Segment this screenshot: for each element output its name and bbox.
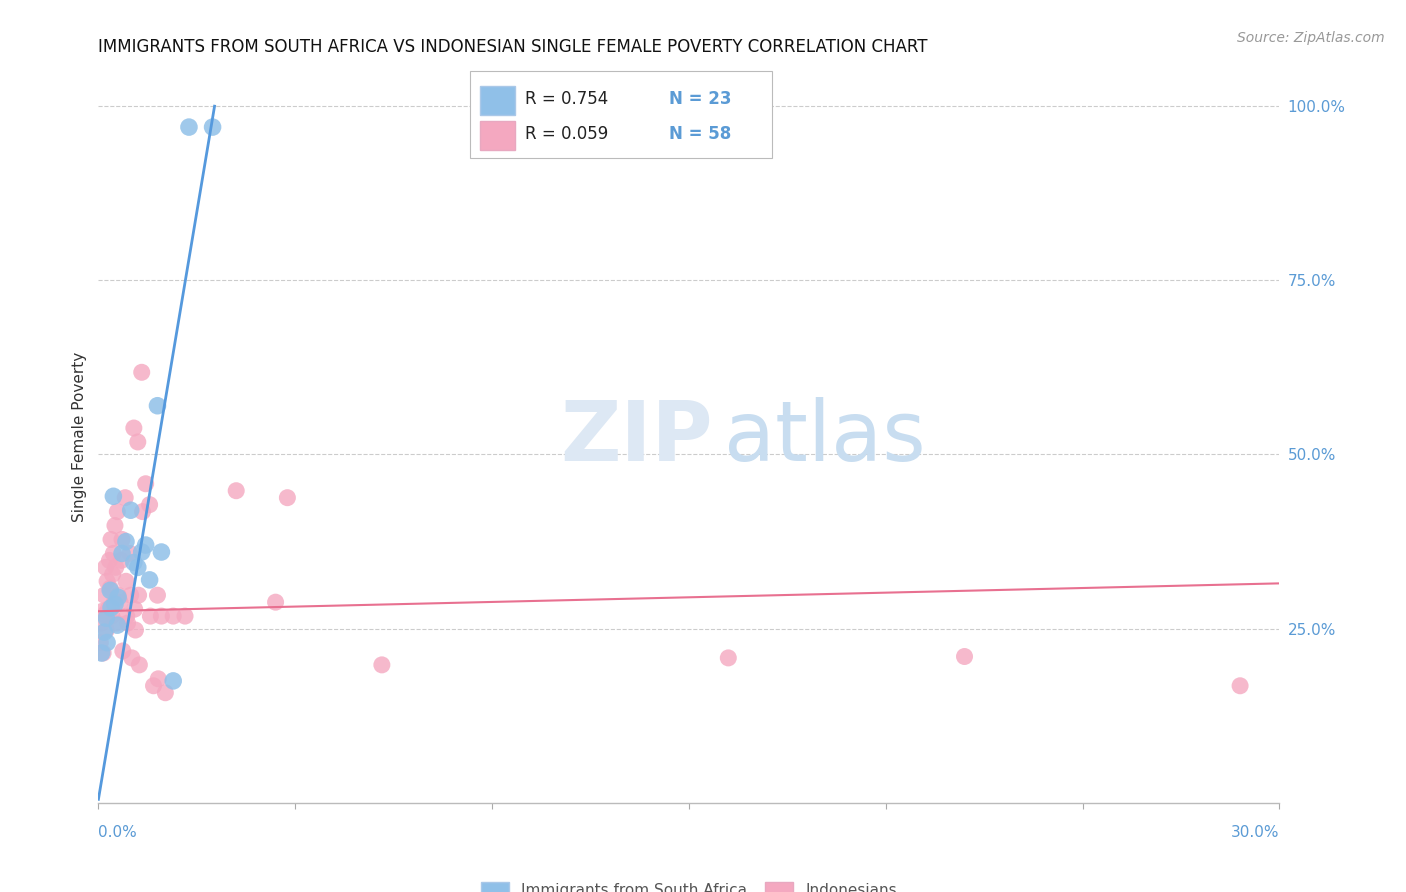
Point — [953, 649, 976, 664]
Point — [115, 574, 138, 589]
Point — [110, 553, 132, 567]
Legend: Immigrants from South Africa, Indonesians: Immigrants from South Africa, Indonesian… — [481, 881, 897, 892]
Y-axis label: Single Female Poverty: Single Female Poverty — [72, 352, 87, 522]
Point — [89, 635, 111, 649]
Text: IMMIGRANTS FROM SOUTH AFRICA VS INDONESIAN SINGLE FEMALE POVERTY CORRELATION CHA: IMMIGRANTS FROM SOUTH AFRICA VS INDONESI… — [98, 38, 928, 56]
Point — [124, 602, 146, 616]
Point — [150, 545, 173, 559]
Point — [174, 609, 197, 624]
Point — [91, 646, 114, 660]
Text: R = 0.754: R = 0.754 — [524, 90, 607, 108]
Point — [127, 560, 149, 574]
Text: N = 58: N = 58 — [669, 125, 731, 143]
Point — [135, 538, 157, 552]
Point — [1229, 679, 1251, 693]
Point — [114, 491, 136, 505]
Point — [121, 651, 143, 665]
Point — [717, 651, 740, 665]
Point — [93, 607, 115, 622]
Point — [108, 595, 131, 609]
Point — [138, 498, 160, 512]
Point — [115, 609, 138, 624]
Point — [142, 679, 165, 693]
Text: R = 0.059: R = 0.059 — [524, 125, 607, 143]
Point — [107, 588, 129, 602]
FancyBboxPatch shape — [471, 71, 772, 158]
Point — [96, 635, 118, 649]
Point — [105, 618, 128, 632]
Text: 0.0%: 0.0% — [98, 825, 138, 840]
Point — [276, 491, 298, 505]
Point — [124, 623, 146, 637]
Point — [138, 573, 160, 587]
Point — [101, 567, 124, 582]
Text: Source: ZipAtlas.com: Source: ZipAtlas.com — [1237, 31, 1385, 45]
FancyBboxPatch shape — [479, 121, 516, 151]
Point — [93, 588, 115, 602]
Point — [264, 595, 287, 609]
Point — [122, 421, 145, 435]
Text: ZIP: ZIP — [560, 397, 713, 477]
Point — [162, 609, 184, 624]
Point — [111, 644, 134, 658]
Point — [177, 120, 200, 134]
Point — [127, 434, 149, 449]
Point — [146, 588, 169, 602]
Point — [96, 623, 118, 637]
Point — [150, 609, 173, 624]
Point — [111, 533, 134, 547]
Point — [139, 609, 162, 624]
Point — [104, 518, 127, 533]
Point — [94, 560, 117, 574]
Point — [131, 365, 153, 379]
Point — [122, 556, 145, 570]
Point — [103, 546, 125, 560]
Point — [104, 597, 127, 611]
Point — [155, 686, 177, 700]
Point — [225, 483, 247, 498]
Point — [98, 553, 121, 567]
Point — [162, 673, 184, 688]
Point — [131, 505, 153, 519]
Point — [101, 609, 124, 624]
Point — [118, 546, 141, 560]
Point — [148, 672, 170, 686]
Point — [98, 583, 121, 598]
Point — [107, 591, 129, 605]
Point — [100, 600, 122, 615]
Point — [131, 545, 153, 559]
Point — [146, 399, 169, 413]
Point — [371, 657, 394, 672]
Point — [111, 546, 134, 560]
Point — [105, 505, 128, 519]
Point — [105, 616, 128, 631]
Point — [103, 489, 125, 503]
Point — [135, 476, 157, 491]
Point — [90, 616, 112, 631]
Text: 30.0%: 30.0% — [1232, 825, 1279, 840]
Point — [128, 657, 150, 672]
Point — [96, 611, 118, 625]
Text: N = 23: N = 23 — [669, 90, 731, 108]
Point — [120, 503, 142, 517]
Point — [201, 120, 224, 134]
Point — [115, 534, 138, 549]
Point — [120, 588, 142, 602]
Point — [97, 602, 120, 616]
Point — [103, 595, 125, 609]
Point — [104, 560, 127, 574]
Point — [96, 574, 118, 589]
Point — [91, 604, 114, 618]
Point — [90, 646, 112, 660]
Text: atlas: atlas — [724, 397, 927, 477]
Point — [98, 581, 121, 595]
Point — [128, 588, 150, 602]
Point — [93, 625, 115, 640]
Point — [100, 533, 122, 547]
FancyBboxPatch shape — [479, 86, 516, 115]
Point — [117, 616, 139, 631]
